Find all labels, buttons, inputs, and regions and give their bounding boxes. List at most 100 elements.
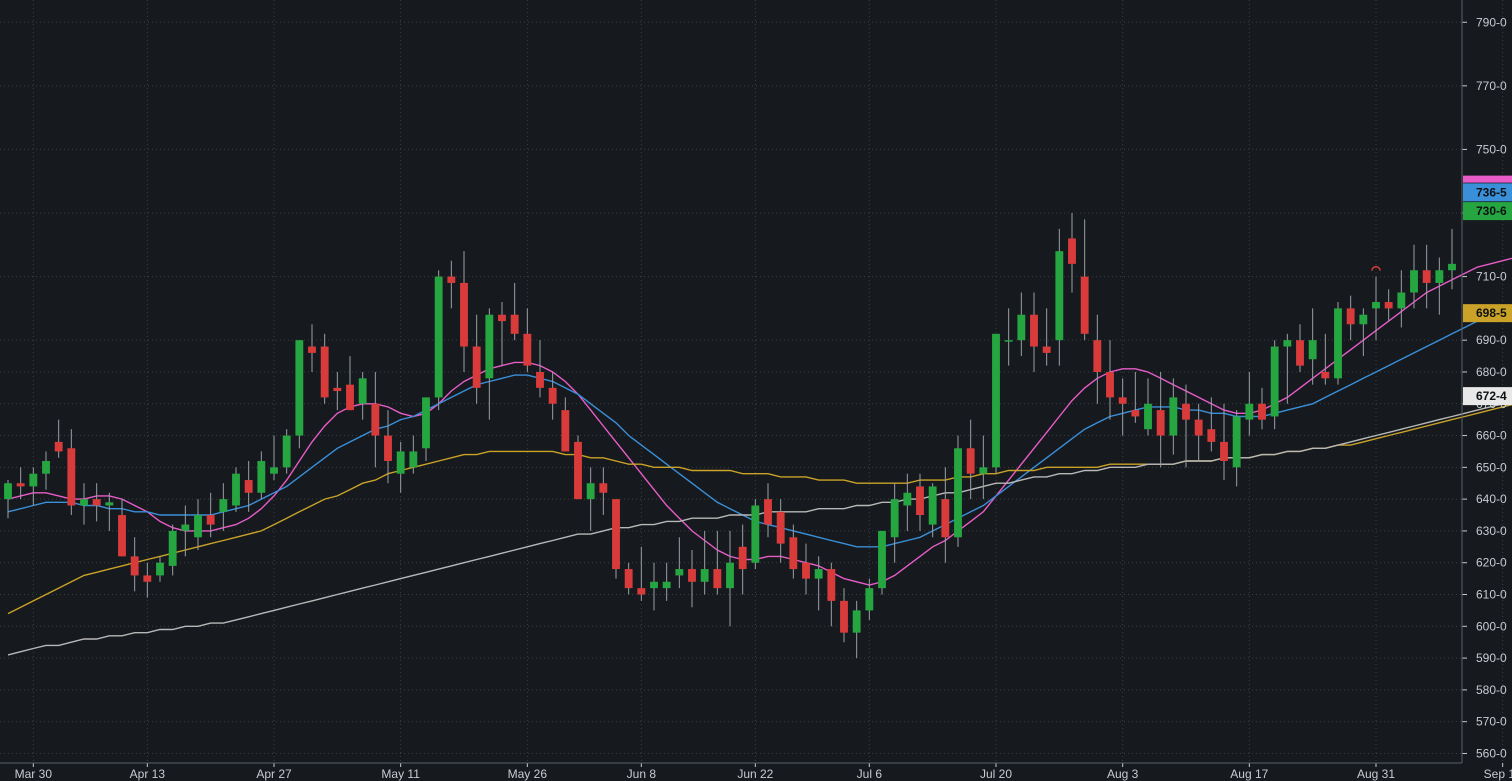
- price-tag: 736-5: [1463, 183, 1512, 202]
- candle-down: [1207, 397, 1216, 452]
- candle-body: [1372, 302, 1380, 309]
- candle-down: [523, 308, 532, 372]
- candle-up: [954, 435, 962, 547]
- candle-body: [586, 483, 595, 500]
- candle-down: [460, 251, 468, 372]
- candle-up: [890, 483, 899, 563]
- x-tick-label: Mar 30: [15, 767, 53, 781]
- candle-down: [346, 356, 354, 411]
- candle-body: [561, 410, 570, 452]
- price-tag-label: 730-6: [1476, 204, 1507, 218]
- candle-down: [1194, 403, 1203, 461]
- y-tick-label: 690-0: [1476, 333, 1507, 347]
- x-tick-label: May 26: [508, 767, 548, 781]
- candle-up: [979, 435, 988, 500]
- candle-down: [916, 473, 924, 531]
- candle-body: [333, 387, 342, 392]
- candle-body: [574, 441, 582, 500]
- candle-down: [130, 537, 139, 592]
- candle-up: [1448, 228, 1456, 290]
- candle-body: [827, 569, 836, 601]
- candle-body: [54, 441, 63, 452]
- candle-down: [67, 429, 76, 516]
- candle-down: [789, 524, 798, 579]
- candle-down: [827, 562, 836, 627]
- candle-body: [954, 448, 962, 538]
- x-tick-label: Jun 8: [627, 767, 657, 781]
- price-tag-bg: [1463, 304, 1512, 323]
- candle-up: [1410, 244, 1418, 309]
- candle-body: [1359, 314, 1368, 325]
- candle-down: [599, 467, 608, 516]
- candle-body: [916, 486, 924, 516]
- candle-body: [1030, 314, 1038, 347]
- candle-up: [29, 467, 38, 506]
- candle-up: [358, 371, 367, 420]
- candle-body: [1397, 292, 1406, 309]
- candle-up: [1397, 270, 1406, 328]
- candle-down: [1131, 371, 1140, 423]
- candle-up: [726, 530, 734, 627]
- candle-down: [548, 371, 557, 420]
- candle-down: [447, 260, 456, 309]
- candle-body: [409, 451, 418, 468]
- candle-body: [485, 314, 494, 379]
- candle-body: [168, 530, 177, 566]
- candle-down: [510, 282, 519, 341]
- candle-body: [1131, 410, 1140, 417]
- candle-body: [384, 435, 392, 461]
- candle-body: [1410, 270, 1418, 293]
- y-tick-label: 580-0: [1476, 683, 1507, 697]
- x-tick-label: Aug 3: [1107, 767, 1139, 781]
- candle-body: [118, 515, 126, 557]
- candle-body: [599, 483, 608, 493]
- candle-body: [1144, 403, 1152, 430]
- y-tick-label: 560-0: [1476, 746, 1507, 760]
- candle-body: [802, 562, 810, 579]
- candle-up: [903, 473, 912, 531]
- candle-body: [105, 502, 114, 506]
- candle-up: [295, 340, 304, 449]
- candle-body: [80, 499, 88, 506]
- candle-body: [1448, 263, 1456, 271]
- candle-body: [42, 460, 50, 474]
- candle-down: [498, 302, 506, 366]
- y-tick-label: 660-0: [1476, 429, 1507, 443]
- candle-up: [1435, 257, 1444, 315]
- candle-down: [1384, 289, 1393, 322]
- time-axis[interactable]: Mar 30 Apr 13 Apr 27 May 11 May 26 Jun 8 Jun 2…: [0, 762, 1512, 781]
- candle-body: [4, 483, 12, 500]
- candle-body: [713, 569, 722, 589]
- candle-body: [282, 435, 291, 468]
- candle-body: [206, 515, 215, 525]
- x-tick-label: Apr 27: [256, 767, 292, 781]
- candle-body: [928, 486, 937, 525]
- candle-body: [1169, 397, 1178, 436]
- candle-body: [219, 499, 228, 512]
- candle-up: [257, 451, 266, 500]
- y-tick-label: 770-0: [1476, 79, 1507, 93]
- candle-body: [67, 448, 76, 506]
- candle-up: [1169, 378, 1178, 455]
- candle-up: [1334, 302, 1342, 385]
- candle-body: [1384, 302, 1393, 309]
- candle-body: [662, 581, 671, 589]
- candle-body: [92, 499, 101, 506]
- x-tick-label: Jun 22: [737, 767, 773, 781]
- candle-body: [1093, 340, 1102, 372]
- candle-down: [16, 467, 25, 500]
- candle-body: [29, 473, 38, 487]
- candle-body: [434, 276, 443, 398]
- candle-down: [1321, 333, 1330, 385]
- price-tag-label: 672-4: [1476, 389, 1507, 403]
- price-tag: 672-4: [1463, 387, 1512, 406]
- candle-up: [1359, 308, 1368, 357]
- x-tick-label: Sep 14: [1484, 767, 1512, 781]
- candle-up: [422, 397, 430, 461]
- y-tick-label: 570-0: [1476, 715, 1507, 729]
- candle-up: [814, 556, 823, 611]
- candle-up: [1004, 308, 1013, 366]
- candle-up: [156, 556, 164, 582]
